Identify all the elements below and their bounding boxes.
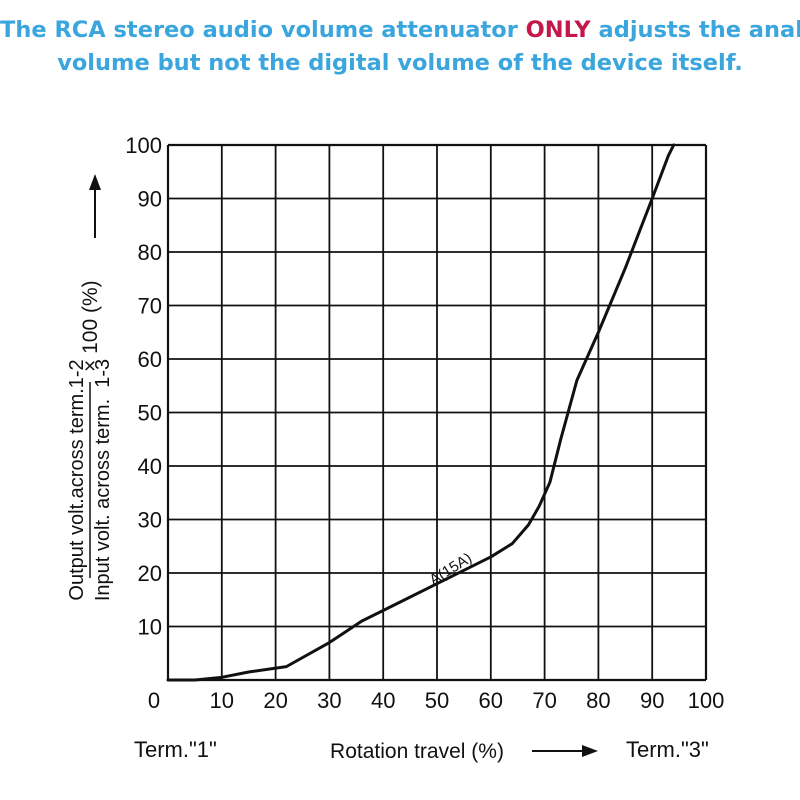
y-tick-label: 100 <box>125 133 162 158</box>
x-tick-label: 100 <box>688 688 725 713</box>
x-tick-label: 70 <box>532 688 556 713</box>
x-tick-label: 0 <box>148 688 160 713</box>
x-tick-label: 20 <box>263 688 287 713</box>
y-tick-label: 30 <box>138 508 162 533</box>
x-tick-labels: 0 10 20 30 40 50 60 70 80 90 100 <box>148 688 724 713</box>
grid <box>166 143 708 682</box>
y-tick-label: 50 <box>138 401 162 426</box>
y-axis-label-denominator: Input volt. across term. 1-3 <box>92 359 114 601</box>
y-tick-label: 90 <box>138 187 162 212</box>
headline-line-1: The RCA stereo audio volume attenuator O… <box>0 14 800 47</box>
y-tick-label: 60 <box>138 347 162 372</box>
headline-text: The RCA stereo audio volume attenuator <box>0 17 526 43</box>
x-tick-label: 60 <box>479 688 503 713</box>
headline-text-end: adjusts the analog <box>598 17 800 43</box>
y-tick-label: 20 <box>138 561 162 586</box>
x-tick-label: 30 <box>317 688 341 713</box>
y-tick-labels: 10 20 30 40 50 60 70 80 90 100 <box>125 133 162 640</box>
y-axis-label-suffix: × 100 (%) <box>79 280 102 372</box>
series-line <box>166 143 676 682</box>
x-start-term-label: Term."1" <box>134 737 217 762</box>
y-tick-label: 80 <box>138 240 162 265</box>
headline: The RCA stereo audio volume attenuator O… <box>0 14 800 80</box>
headline-highlight: ONLY <box>525 17 591 43</box>
y-axis-label-numerator: Output volt.across term.1-2 <box>66 359 88 600</box>
x-axis-label: Rotation travel (%) <box>330 740 504 763</box>
y-axis-arrow-icon <box>89 174 101 190</box>
y-tick-label: 10 <box>138 615 162 640</box>
x-end-term-label: Term."3" <box>626 737 709 762</box>
x-tick-label: 40 <box>371 688 395 713</box>
headline-line-2: volume but not the digital volume of the… <box>57 50 743 76</box>
x-axis-arrow-icon <box>582 745 598 757</box>
x-tick-label: 50 <box>425 688 449 713</box>
y-axis-label: Output volt.across term.1-2 Input volt. … <box>66 174 114 601</box>
y-tick-label: 40 <box>138 454 162 479</box>
y-tick-label: 70 <box>138 294 162 319</box>
x-tick-label: 80 <box>586 688 610 713</box>
x-tick-label: 90 <box>640 688 664 713</box>
x-tick-label: 10 <box>210 688 234 713</box>
